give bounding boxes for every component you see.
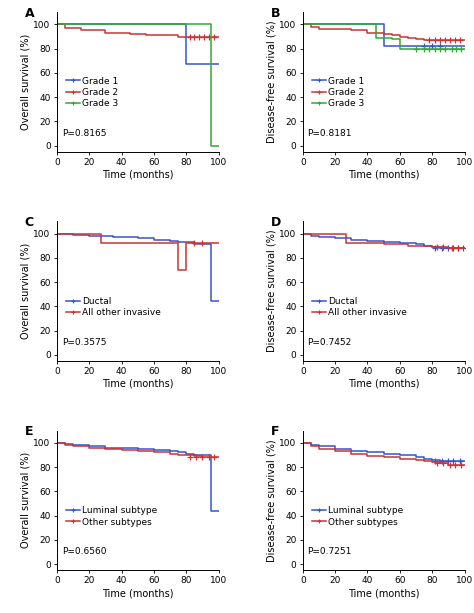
Text: E: E xyxy=(25,425,33,438)
Text: A: A xyxy=(25,7,34,20)
Y-axis label: Disease-free survival (%): Disease-free survival (%) xyxy=(266,21,276,143)
Y-axis label: Disease-free survival (%): Disease-free survival (%) xyxy=(266,439,276,562)
Legend: Ductal, All other invasive: Ductal, All other invasive xyxy=(66,297,161,318)
Legend: Grade 1, Grade 2, Grade 3: Grade 1, Grade 2, Grade 3 xyxy=(312,77,365,108)
Text: F: F xyxy=(270,425,279,438)
Legend: Luminal subtype, Other subtypes: Luminal subtype, Other subtypes xyxy=(66,506,158,527)
Text: P=0.6560: P=0.6560 xyxy=(62,547,106,556)
Text: P=0.8165: P=0.8165 xyxy=(62,129,106,138)
Text: P=0.3575: P=0.3575 xyxy=(62,338,106,347)
Text: P=0.7251: P=0.7251 xyxy=(308,547,352,556)
Legend: Ductal, All other invasive: Ductal, All other invasive xyxy=(312,297,407,318)
X-axis label: Time (months): Time (months) xyxy=(102,379,173,389)
Text: D: D xyxy=(270,216,281,229)
Legend: Luminal subtype, Other subtypes: Luminal subtype, Other subtypes xyxy=(312,506,404,527)
Text: B: B xyxy=(270,7,280,20)
Y-axis label: Disease-free survival (%): Disease-free survival (%) xyxy=(266,230,276,352)
Y-axis label: Overall survival (%): Overall survival (%) xyxy=(20,34,31,130)
Text: P=0.8181: P=0.8181 xyxy=(308,129,352,138)
X-axis label: Time (months): Time (months) xyxy=(102,170,173,180)
X-axis label: Time (months): Time (months) xyxy=(348,379,419,389)
X-axis label: Time (months): Time (months) xyxy=(102,588,173,598)
Legend: Grade 1, Grade 2, Grade 3: Grade 1, Grade 2, Grade 3 xyxy=(66,77,119,108)
Y-axis label: Overall survival (%): Overall survival (%) xyxy=(20,243,31,340)
Text: P=0.7452: P=0.7452 xyxy=(308,338,352,347)
X-axis label: Time (months): Time (months) xyxy=(348,588,419,598)
Y-axis label: Overall survival (%): Overall survival (%) xyxy=(20,452,31,549)
Text: C: C xyxy=(25,216,34,229)
X-axis label: Time (months): Time (months) xyxy=(348,170,419,180)
